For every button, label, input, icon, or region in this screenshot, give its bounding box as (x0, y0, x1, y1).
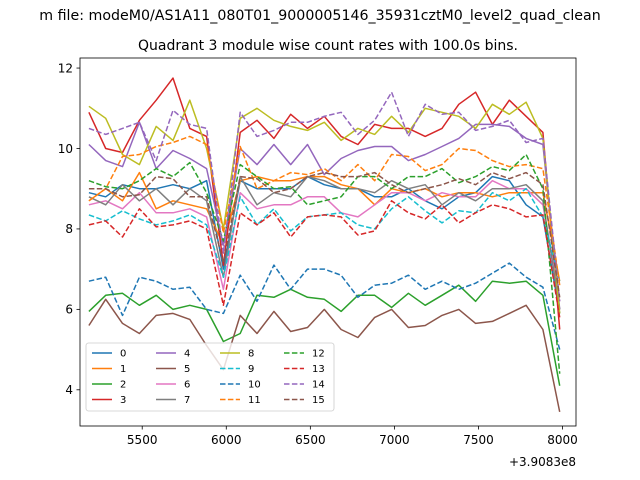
figure-suptitle: m file: modeM0/AS1A11_080T01_9000005146_… (39, 8, 600, 24)
legend-label-4: 4 (184, 349, 190, 360)
x-tick-label: 8000 (547, 433, 578, 447)
legend-label-15: 15 (312, 395, 325, 406)
legend-label-1: 1 (120, 364, 126, 375)
legend-label-11: 11 (248, 395, 261, 406)
series-line-13 (88, 200, 561, 318)
series-line-1 (88, 171, 561, 282)
series-group (88, 77, 561, 413)
x-tick-label: 5500 (127, 433, 158, 447)
x-tick-label: 6500 (295, 433, 326, 447)
legend-label-6: 6 (184, 380, 190, 391)
legend-label-14: 14 (312, 380, 325, 391)
legend-label-5: 5 (184, 364, 190, 375)
series-line-2 (88, 280, 561, 386)
legend-label-9: 9 (248, 364, 254, 375)
y-tick-label: 6 (65, 303, 73, 317)
series-line-10 (88, 262, 561, 350)
x-tick-label: 6000 (211, 433, 242, 447)
series-line-8 (88, 99, 561, 314)
legend-label-12: 12 (312, 349, 325, 360)
legend-label-13: 13 (312, 364, 325, 375)
x-tick-label: 7000 (379, 433, 410, 447)
series-line-0 (88, 175, 561, 314)
series-line-12 (88, 153, 561, 374)
axes-frame (79, 57, 577, 427)
plot-area: 5500 6000 6500 7000 7500 8000+3.9083e84681012… (58, 57, 578, 469)
x-offset-label: +3.9083e8 (509, 455, 576, 469)
legend-label-0: 0 (120, 349, 126, 360)
y-tick-label: 4 (65, 383, 73, 397)
legend-label-10: 10 (248, 380, 261, 391)
series-line-4 (88, 121, 561, 310)
legend-box (85, 342, 335, 412)
x-tick-label: 7500 (463, 433, 494, 447)
y-tick-label: 8 (65, 222, 73, 236)
series-line-7 (88, 175, 561, 310)
legend-label-7: 7 (184, 395, 190, 406)
series-line-6 (88, 179, 561, 302)
legend-label-8: 8 (248, 349, 254, 360)
legend-label-2: 2 (120, 380, 126, 391)
series-line-14 (88, 91, 561, 302)
chart-title: Quadrant 3 module wise count rates with … (138, 38, 518, 54)
series-line-11 (88, 135, 561, 286)
legend-label-3: 3 (120, 395, 126, 406)
y-tick-label: 10 (58, 142, 73, 156)
y-tick-label: 12 (58, 61, 73, 75)
series-line-5 (88, 298, 561, 413)
series-line-15 (88, 171, 561, 298)
